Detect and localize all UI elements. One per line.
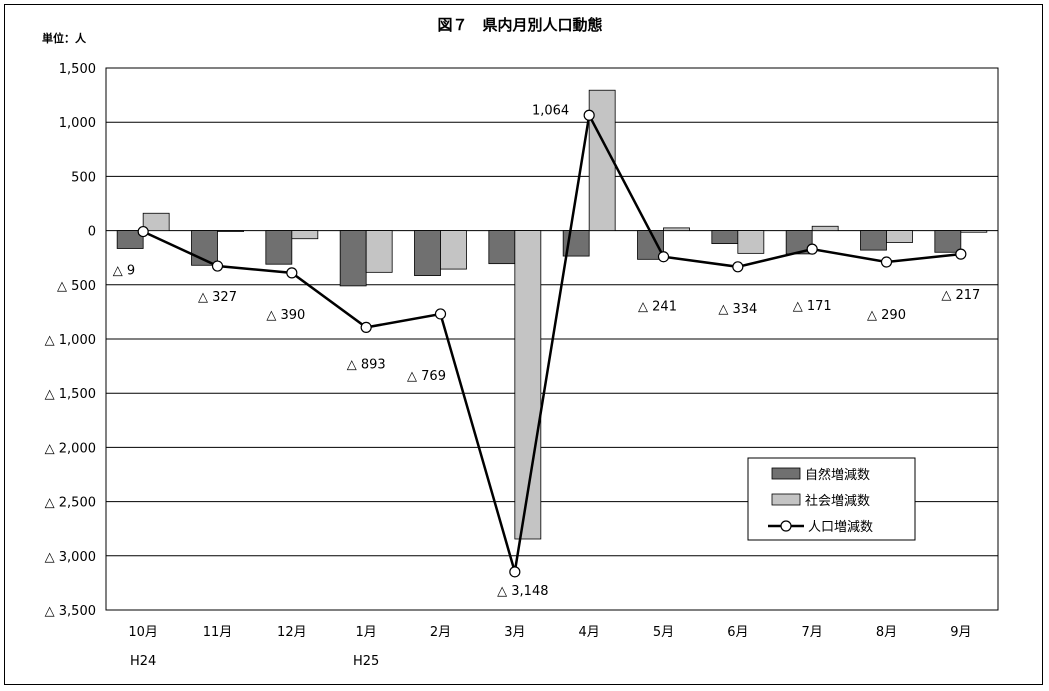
x-year-label: H24 xyxy=(130,654,156,669)
line-point xyxy=(286,267,298,279)
line-point xyxy=(806,243,818,255)
data-label: △ 3,148 xyxy=(497,584,548,599)
x-tick-label: 11月 xyxy=(203,625,233,640)
bar-natural-change xyxy=(785,230,813,255)
line-point xyxy=(509,566,521,578)
line-population-change xyxy=(142,111,961,573)
data-label: 1,064 xyxy=(532,103,569,118)
y-tick-label: △ 2,500 xyxy=(45,496,96,511)
y-tick-label: △ 1,000 xyxy=(45,333,96,348)
legend-swatch-natural xyxy=(771,467,801,480)
legend-swatch-social xyxy=(771,493,801,506)
x-tick-label: 8月 xyxy=(876,625,897,640)
bar-natural-change xyxy=(934,230,962,253)
data-label: △ 390 xyxy=(266,308,305,323)
x-tick-label: 6月 xyxy=(727,625,748,640)
line-point xyxy=(732,261,744,273)
x-axis-ticks: 10月 H24 11月 12月 1月 H25 2月 3月 4月 5月 6月 7月 8月 9月 xyxy=(128,625,971,669)
data-label: △ 9 xyxy=(113,264,135,279)
line-point xyxy=(434,308,447,320)
x-tick-label: 4月 xyxy=(579,625,600,640)
x-tick-label: 3月 xyxy=(504,625,525,640)
data-label: △ 290 xyxy=(867,308,906,323)
x-year-label: H25 xyxy=(353,654,379,669)
bar-social-change xyxy=(142,212,170,231)
y-tick-label: △ 1,500 xyxy=(45,387,96,402)
y-tick-label: △ 3,000 xyxy=(45,550,96,565)
bar-natural-change xyxy=(339,230,367,287)
line-series xyxy=(137,109,967,578)
y-tick-label: 1,000 xyxy=(59,116,96,131)
line-point xyxy=(137,225,149,238)
line-point xyxy=(657,251,670,263)
bar-social-change xyxy=(365,230,393,273)
unit-label: 単位：人 xyxy=(42,31,87,45)
data-label: △ 217 xyxy=(941,288,980,303)
legend-label-social: 社会増減数 xyxy=(805,493,870,509)
bar-natural-change xyxy=(116,230,144,249)
x-tick-label: 1月 xyxy=(356,625,377,640)
y-tick-label: 500 xyxy=(71,170,96,185)
line-point xyxy=(880,256,893,268)
bar-social-change xyxy=(217,230,244,233)
bar-natural-change xyxy=(414,230,441,276)
data-label: △ 893 xyxy=(347,357,386,372)
data-label: △ 769 xyxy=(407,369,446,384)
bar-social-change xyxy=(960,230,988,233)
line-point xyxy=(955,248,967,260)
data-labels: △ 9 △ 327 △ 390 △ 893 △ 769 △ 3,148 1,064 △ 241… xyxy=(113,103,981,599)
x-tick-label: 5月 xyxy=(653,625,674,640)
bar-natural-change xyxy=(711,230,739,245)
y-tick-label: △ 500 xyxy=(57,279,96,294)
bar-social-change xyxy=(440,230,467,270)
bar-social-change xyxy=(811,225,839,231)
x-tick-label: 9月 xyxy=(950,625,971,640)
data-label: △ 334 xyxy=(718,302,757,317)
data-label: △ 327 xyxy=(198,290,237,305)
y-tick-label: △ 2,000 xyxy=(45,441,96,456)
x-tick-label: 2月 xyxy=(430,625,451,640)
y-tick-label: 0 xyxy=(88,225,96,240)
x-tick-label: 7月 xyxy=(802,625,823,640)
plot-area-border xyxy=(105,67,999,611)
bar-social-change xyxy=(737,230,765,254)
line-point xyxy=(211,260,224,272)
legend-label-natural: 自然増減数 xyxy=(805,467,870,483)
y-tick-label: 1,500 xyxy=(59,62,96,77)
x-tick-label: 10月 xyxy=(128,625,158,640)
line-point xyxy=(360,321,372,334)
bar-social-change xyxy=(886,230,913,243)
data-label: △ 241 xyxy=(638,300,677,315)
chart-title: 図７ 県内月別人口動態 xyxy=(437,16,602,34)
bar-social-change xyxy=(291,230,319,240)
y-axis-ticks: 1,500 1,000 500 0 △ 500 △ 1,000 △ 1,500 △ 2,000… xyxy=(45,62,96,619)
data-label: △ 171 xyxy=(793,299,832,314)
x-tick-label: 12月 xyxy=(277,625,307,640)
bar-natural-change xyxy=(265,230,293,265)
bar-social-change xyxy=(663,227,690,231)
bar-natural-change xyxy=(488,230,516,265)
legend-label-population: 人口増減数 xyxy=(808,519,873,535)
y-tick-label: △ 3,500 xyxy=(45,604,96,619)
bar-natural-change xyxy=(860,230,887,251)
legend-swatch-population-marker xyxy=(780,520,792,532)
line-point xyxy=(583,109,595,121)
